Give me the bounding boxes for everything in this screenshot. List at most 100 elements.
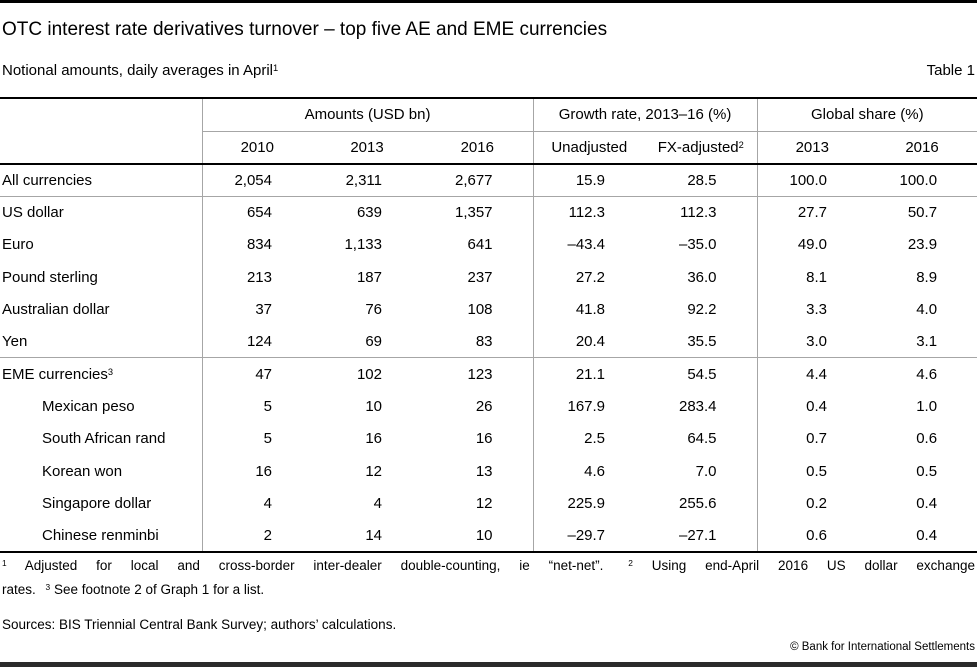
fx-adjusted-footnote-marker: 2 [738, 139, 744, 150]
col-header-fx-adjusted: FX-adjusted2 [645, 131, 758, 165]
corner-cell [0, 131, 203, 165]
cell: –27.1 [645, 519, 758, 553]
cell: 69 [312, 325, 422, 359]
cell: 4 [263, 494, 272, 512]
row-label: Singapore dollar [0, 487, 203, 520]
data-table: Amounts (USD bn) Growth rate, 2013–16 (%… [0, 97, 977, 553]
copyright-notice: © Bank for International Settlements [790, 641, 975, 653]
cell: 13 [422, 454, 534, 488]
cell: 124 [202, 325, 312, 359]
group-header-growth: Growth rate, 2013–16 (%) [533, 98, 758, 132]
cell: 49.0 [797, 236, 828, 254]
cell: 47 [255, 365, 272, 383]
cell: 15.9 [533, 164, 646, 197]
footnote-2-text: Using end-April 2016 US dollar exchange [651, 558, 975, 573]
cell: 37 [255, 300, 272, 318]
cell: 21.1 [575, 365, 606, 383]
table-row-eme-currencies: EME currencies3 47 102 123 21.1 54.5 4.4… [0, 357, 977, 391]
cell: 7.0 [645, 454, 758, 488]
cell: 14 [312, 519, 422, 553]
row-label: Euro [0, 228, 203, 261]
cell: 0.5 [806, 462, 828, 480]
group-header-share: Global share (%) [757, 98, 977, 132]
cell: 4.4 [806, 365, 828, 383]
cell: 12 [422, 487, 534, 520]
cell: 76 [365, 300, 382, 318]
cell: 4.0 [916, 300, 938, 318]
cell: 36.0 [645, 260, 758, 294]
col-header-2013: 2013 [312, 131, 422, 165]
cell: 50.7 [907, 204, 938, 222]
cell: 20.4 [533, 325, 646, 359]
eme-footnote-marker: 3 [107, 366, 114, 377]
cell: 0.7 [806, 430, 828, 448]
cell: 641 [422, 228, 534, 261]
cell: 27.7 [797, 204, 828, 222]
row-label: Chinese renminbi [0, 519, 203, 553]
footnote-3-text: See footnote 2 of Graph 1 for a list. [53, 582, 265, 597]
cell: 654 [246, 204, 272, 222]
row-label: Mexican peso [0, 390, 203, 423]
col-header-2016: 2016 [422, 131, 534, 165]
cell: 27.2 [575, 268, 606, 286]
cell: 35.5 [645, 325, 758, 359]
cell: 167.9 [567, 397, 606, 415]
cell: 0.2 [806, 494, 828, 512]
cell: 92.2 [645, 293, 758, 326]
cell: 108 [422, 293, 534, 326]
cell: 26 [422, 390, 534, 423]
fx-adjusted-label: FX-adjusted [657, 138, 739, 156]
row-label: Pound sterling [0, 260, 203, 294]
footnote-1-text: Adjusted for local and cross-border inte… [24, 558, 604, 573]
col-header-2010: 2010 [202, 131, 312, 165]
cell: 4 [373, 494, 382, 512]
table-row-all-currencies: All currencies 2,054 2,311 2,677 15.9 28… [0, 164, 977, 197]
cell: 3.3 [806, 300, 828, 318]
row-label: Yen [0, 325, 203, 359]
table-title: OTC interest rate derivatives turnover –… [2, 19, 608, 40]
footnote-3-marker: 3 [45, 582, 51, 593]
footnote-2-text-cont: rates. [2, 582, 36, 597]
cell: 0.4 [806, 397, 828, 415]
cell: 639 [356, 204, 382, 222]
cell: 1.0 [916, 397, 938, 415]
cell: 41.8 [575, 300, 606, 318]
cell: 5 [263, 430, 272, 448]
cell: 16 [422, 422, 534, 455]
top-rule-bar [0, 0, 977, 3]
table-row-chinese-renminbi: Chinese renminbi 2 14 10 –29.7 –27.1 0.6… [0, 519, 977, 553]
cell: 10 [422, 519, 534, 553]
cell: 225.9 [567, 494, 606, 512]
footnote-2-marker: 2 [628, 558, 633, 569]
row-label: All currencies [0, 164, 203, 197]
col-header-share-2013: 2013 [757, 131, 868, 165]
cell: 5 [263, 397, 272, 415]
column-header-row: 2010 2013 2016 Unadjusted FX-adjusted2 2… [0, 131, 977, 165]
group-header-amounts: Amounts (USD bn) [202, 98, 534, 132]
cell: 0.6 [916, 430, 938, 448]
cell: 12 [365, 462, 382, 480]
table-row-us-dollar: US dollar 654 639 1,357 112.3 112.3 27.7… [0, 196, 977, 229]
cell: 54.5 [645, 357, 758, 391]
cell: 1,133 [344, 236, 382, 254]
table-row-australian-dollar: Australian dollar 37 76 108 41.8 92.2 3.… [0, 293, 977, 326]
row-label-text: EME currencies [2, 365, 108, 383]
cell: 3.1 [867, 325, 977, 359]
footnote-line-1: 1 Adjusted for local and cross-border in… [2, 554, 975, 578]
subtitle: Notional amounts, daily averages in Apri… [2, 62, 278, 79]
cell: 64.5 [645, 422, 758, 455]
cell: 834 [246, 236, 272, 254]
group-header-row: Amounts (USD bn) Growth rate, 2013–16 (%… [0, 98, 977, 132]
cell: 2,677 [422, 164, 534, 197]
cell: 0.5 [916, 462, 938, 480]
cell: 2,311 [312, 164, 422, 197]
table-row-euro: Euro 834 1,133 641 –43.4 –35.0 49.0 23.9 [0, 228, 977, 261]
cell: 112.3 [568, 204, 606, 222]
cell: 100.0 [867, 164, 977, 197]
table-row-yen: Yen 124 69 83 20.4 35.5 3.0 3.1 [0, 325, 977, 359]
table-row-pound-sterling: Pound sterling 213 187 237 27.2 36.0 8.1… [0, 260, 977, 294]
footnotes: 1 Adjusted for local and cross-border in… [2, 554, 975, 602]
cell: 0.4 [916, 494, 938, 512]
cell: 1,357 [422, 196, 534, 229]
cell: 0.6 [757, 519, 868, 553]
